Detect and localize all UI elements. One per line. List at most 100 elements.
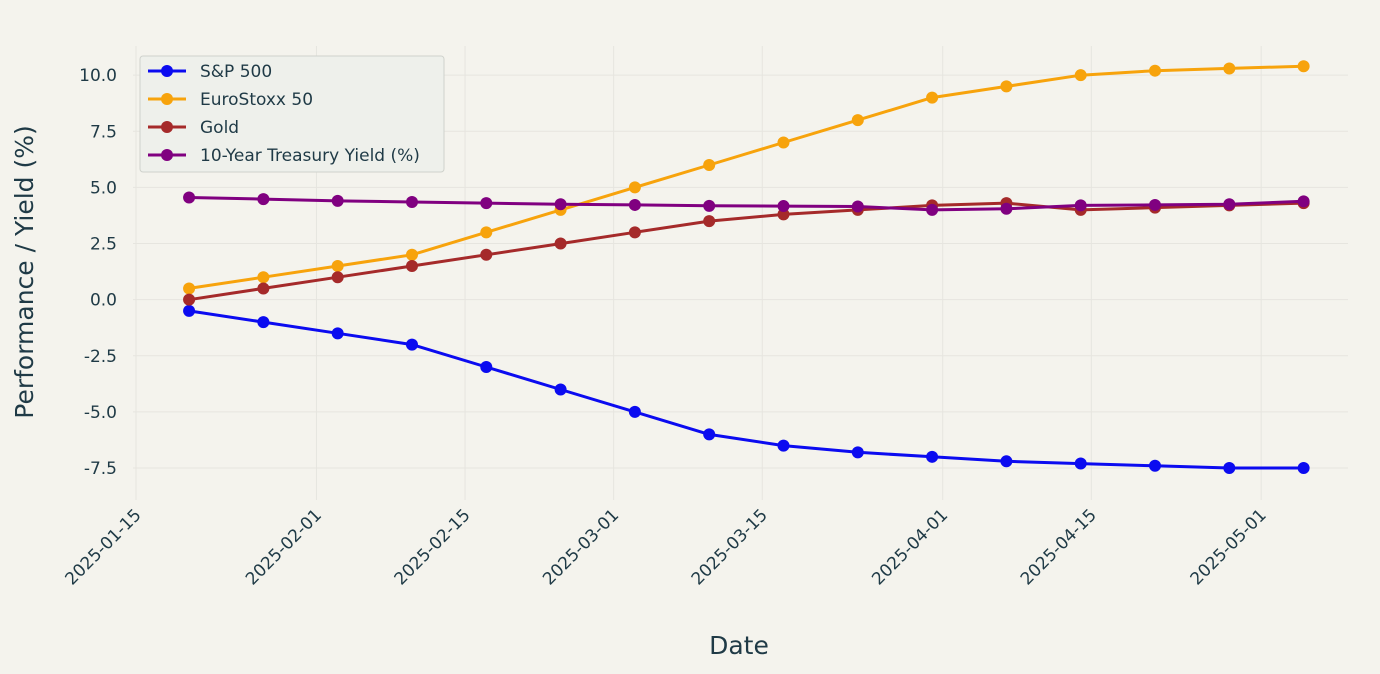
series-line bbox=[188, 309, 1304, 470]
data-point bbox=[851, 446, 864, 459]
data-point bbox=[405, 338, 418, 351]
data-point bbox=[777, 208, 790, 221]
data-point bbox=[1074, 69, 1087, 82]
series-3 bbox=[183, 191, 1310, 216]
legend-item: EuroStoxx 50 bbox=[148, 90, 313, 110]
data-point bbox=[183, 304, 196, 317]
data-point bbox=[628, 198, 641, 211]
data-point bbox=[777, 136, 790, 149]
x-tick-label: 2025-02-01 bbox=[242, 505, 326, 589]
legend-item: 10-Year Treasury Yield (%) bbox=[148, 146, 420, 166]
data-point bbox=[1223, 62, 1236, 75]
data-point bbox=[257, 316, 270, 329]
y-tick-label: -5.0 bbox=[84, 403, 117, 423]
data-point bbox=[257, 271, 270, 284]
series-line bbox=[188, 201, 1304, 302]
legend-label: Gold bbox=[200, 118, 239, 138]
legend-item: S&P 500 bbox=[148, 62, 272, 82]
y-tick-label: 0.0 bbox=[90, 291, 117, 311]
series-2 bbox=[183, 197, 1310, 306]
legend-label: EuroStoxx 50 bbox=[200, 90, 313, 110]
series-line bbox=[189, 196, 1304, 212]
data-point bbox=[1297, 462, 1310, 475]
x-tick-label: 2025-01-15 bbox=[62, 505, 146, 589]
series-line bbox=[188, 64, 1304, 290]
data-point bbox=[851, 200, 864, 213]
data-point bbox=[331, 327, 344, 340]
y-tick-label: 10.0 bbox=[79, 66, 117, 86]
data-point bbox=[480, 248, 493, 261]
data-point bbox=[1149, 459, 1162, 472]
data-point bbox=[554, 383, 567, 396]
data-point bbox=[405, 260, 418, 272]
legend-swatch-marker bbox=[161, 93, 173, 105]
data-point bbox=[628, 226, 641, 239]
data-point bbox=[1297, 60, 1310, 73]
data-point bbox=[703, 428, 716, 441]
data-point bbox=[554, 198, 567, 211]
x-tick-label: 2025-05-01 bbox=[1187, 505, 1271, 589]
legend-label: 10-Year Treasury Yield (%) bbox=[200, 146, 420, 166]
series-1 bbox=[183, 60, 1310, 295]
data-point bbox=[183, 293, 196, 306]
series-layer bbox=[183, 60, 1310, 475]
data-point bbox=[257, 282, 270, 295]
y-tick-label: 2.5 bbox=[90, 235, 117, 255]
x-tick-label: 2025-04-01 bbox=[868, 505, 952, 589]
x-tick-label: 2025-03-01 bbox=[539, 505, 623, 589]
data-point bbox=[703, 199, 716, 212]
legend: S&P 500 EuroStoxx 50 Gold 10-Year Treasury … bbox=[139, 55, 445, 173]
data-point bbox=[183, 282, 196, 295]
x-tick-label: 2025-02-15 bbox=[391, 505, 475, 589]
data-point bbox=[926, 91, 939, 104]
data-point bbox=[405, 248, 418, 261]
data-point bbox=[1297, 195, 1310, 208]
y-tick-label: 5.0 bbox=[90, 178, 117, 198]
x-tick-label: 2025-04-15 bbox=[1017, 505, 1101, 589]
data-point bbox=[1074, 199, 1087, 212]
data-point bbox=[1149, 64, 1162, 77]
data-point bbox=[405, 196, 418, 209]
data-point bbox=[1000, 202, 1013, 215]
data-point bbox=[554, 237, 567, 250]
data-point bbox=[183, 191, 196, 204]
legend-item: Gold bbox=[148, 118, 239, 138]
data-point bbox=[1223, 462, 1236, 475]
legend-box bbox=[139, 55, 445, 173]
legend-swatch-marker bbox=[161, 65, 173, 77]
data-point bbox=[257, 193, 270, 206]
data-point bbox=[480, 361, 493, 374]
y-tick-label: -2.5 bbox=[84, 347, 117, 367]
data-point bbox=[703, 158, 716, 171]
data-point bbox=[703, 215, 716, 228]
data-point bbox=[926, 450, 939, 463]
y-tick-label: -7.5 bbox=[84, 459, 117, 479]
data-point bbox=[1223, 198, 1236, 211]
data-point bbox=[628, 181, 641, 194]
data-point bbox=[628, 405, 641, 418]
x-axis: 2025-01-15 2025-02-01 2025-02-15 2025-03-01… bbox=[62, 505, 1271, 589]
data-point bbox=[1000, 80, 1013, 93]
data-point bbox=[777, 439, 790, 452]
legend-swatch-marker bbox=[161, 121, 173, 133]
data-point bbox=[851, 114, 864, 127]
x-tick-label: 2025-03-15 bbox=[688, 505, 772, 589]
data-point bbox=[331, 194, 344, 207]
series-0 bbox=[183, 304, 1310, 475]
data-point bbox=[480, 226, 493, 239]
y-axis-title: Performance / Yield (%) bbox=[10, 125, 39, 418]
data-point bbox=[1000, 455, 1013, 468]
data-point bbox=[777, 200, 790, 213]
grid bbox=[133, 46, 1348, 500]
data-point bbox=[1149, 198, 1162, 211]
data-point bbox=[1074, 457, 1087, 470]
y-tick-label: 7.5 bbox=[90, 122, 117, 142]
y-axis: 10.0 7.5 5.0 2.5 0.0 -2.5 -5.0 -7.5 bbox=[79, 66, 117, 479]
legend-swatch-marker bbox=[161, 149, 173, 161]
data-point bbox=[926, 203, 939, 216]
legend-label: S&P 500 bbox=[200, 62, 272, 82]
data-point bbox=[331, 260, 344, 272]
data-point bbox=[480, 197, 493, 210]
data-point bbox=[331, 271, 344, 284]
